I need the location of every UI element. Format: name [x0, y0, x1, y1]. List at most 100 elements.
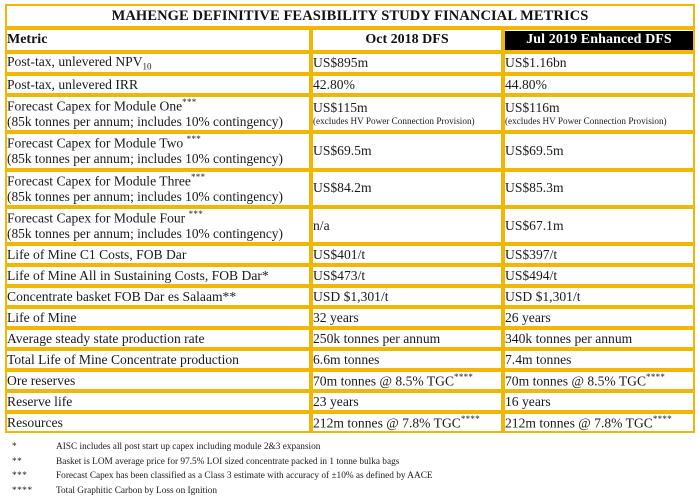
value-cell-jul-2019-enhanced-dfs: 70m tonnes @ 8.5% TGC****: [503, 370, 696, 392]
value-cell-oct-2018-dfs: US$473/t: [311, 265, 503, 286]
metric-cell: Forecast Capex for Module Four *** (85k t…: [5, 206, 311, 244]
value-note: (excludes HV Power Connection Provision): [313, 116, 475, 127]
metric-label: Total Life of Mine Concentrate productio…: [7, 351, 239, 367]
metric-cell: Reserve life: [5, 391, 311, 413]
metric-label: Post-tax, unlevered IRR: [7, 76, 139, 92]
value-text: 32 years: [313, 309, 359, 325]
footnote-text: Forecast Capex has been classified as a …: [56, 471, 433, 482]
footnote-row: **** Total Graphitic Carbon by Loss on Ig…: [12, 484, 695, 498]
value-text: 6.6m tonnes: [313, 351, 380, 367]
value-cell-jul-2019-enhanced-dfs: US$397/t: [503, 244, 696, 265]
metric-label: Forecast Capex for Module One: [7, 98, 183, 114]
value-cell-jul-2019-enhanced-dfs: 7.4m tonnes: [503, 349, 696, 370]
table-row: Life of Mine C1 Costs, FOB Dar US$401/t US…: [5, 244, 696, 265]
value-cell-oct-2018-dfs: 6.6m tonnes: [311, 349, 503, 370]
value-cell-oct-2018-dfs: 42.80%: [311, 74, 503, 96]
metric-cell: Life of Mine All in Sustaining Costs, FO…: [5, 265, 311, 286]
metric-label: Post-tax, unlevered NPV: [7, 54, 143, 69]
value-cell-oct-2018-dfs: US$115m (excludes HV Power Connection Pro…: [311, 95, 503, 133]
value-cell-oct-2018-dfs: US$895m: [311, 52, 503, 75]
footnote-row: *** Forecast Capex has been classified as…: [12, 469, 695, 483]
metric-label: Forecast Capex for Module Four: [7, 210, 189, 226]
column-header-oct-2018-dfs: Oct 2018 DFS: [311, 28, 503, 52]
footnote-text: Basket is LOM average price for 97.5% LO…: [56, 456, 400, 467]
table-row: Forecast Capex for Module Four *** (85k t…: [5, 206, 696, 244]
value-cell-oct-2018-dfs: US$69.5m: [311, 132, 503, 170]
value-cell-jul-2019-enhanced-dfs: US$69.5m: [503, 132, 696, 170]
value-cell-oct-2018-dfs: US$401/t: [311, 244, 503, 265]
value-cell-oct-2018-dfs: 212m tonnes @ 7.8% TGC****: [311, 412, 503, 434]
table-body: MAHENGE DEFINITIVE FEASIBILITY STUDY FIN…: [5, 4, 696, 52]
metric-cell: Average steady state production rate: [5, 328, 311, 349]
column-header-jul-2019-enhanced-dfs: Jul 2019 Enhanced DFS: [503, 28, 696, 52]
table-row: Concentrate basket FOB Dar es Salaam** US…: [5, 286, 696, 307]
metric-subscript: 10: [142, 61, 152, 72]
metric-cell: Ore reserves: [5, 370, 311, 392]
value-cell-jul-2019-enhanced-dfs: USD $1,301/t: [503, 286, 696, 307]
value-text: USD $1,301/t: [313, 288, 389, 304]
table-header-row: Metric Oct 2018 DFS Jul 2019 Enhanced DF…: [5, 28, 696, 52]
column-header-jul-label: Jul 2019 Enhanced DFS: [505, 30, 694, 50]
metric-footnote-mark: ***: [190, 171, 206, 182]
footnote-mark: *: [12, 442, 18, 453]
value-text: n/a: [313, 217, 330, 233]
metric-footnote-mark: ***: [188, 208, 203, 219]
metric-cell: Resources: [5, 412, 311, 434]
metric-sublabel: (85k tonnes per annum; includes 10% cont…: [7, 225, 283, 241]
value-text: 7.4m tonnes: [505, 351, 572, 367]
value-text: US$401/t: [313, 246, 366, 262]
value-text: US$1.16bn: [505, 55, 567, 71]
value-cell-jul-2019-enhanced-dfs: 340k tonnes per annum: [503, 328, 696, 349]
value-text: US$69.5m: [313, 143, 372, 159]
value-cell-oct-2018-dfs: 23 years: [311, 391, 503, 413]
table-row: Reserve life 23 years 16 years: [5, 391, 696, 413]
value-cell-oct-2018-dfs: US$84.2m: [311, 169, 503, 207]
metric-label: Life of Mine All in Sustaining Costs, FO…: [7, 267, 269, 283]
table-row: Ore reserves 70m tonnes @ 8.5% TGC**** 70m…: [5, 370, 696, 392]
value-text: USD $1,301/t: [505, 288, 581, 304]
value-text: US$473/t: [313, 267, 366, 283]
value-text: 70m tonnes @ 8.5% TGC: [505, 373, 647, 389]
footnote-mark: ****: [12, 485, 33, 496]
value-cell-oct-2018-dfs: USD $1,301/t: [311, 286, 503, 307]
value-text: 42.80%: [313, 76, 355, 92]
value-text: 16 years: [505, 393, 551, 409]
table-row: Forecast Capex for Module Three*** (85k t…: [5, 169, 696, 207]
footnotes: * AISC includes all post start up capex i…: [5, 440, 695, 498]
table-row: Post-tax, unlevered IRR 42.80% 44.80%: [5, 74, 696, 96]
value-cell-oct-2018-dfs: 32 years: [311, 307, 503, 328]
value-note: (excludes HV Power Connection Provision): [505, 116, 667, 127]
metric-sublabel: (85k tonnes per annum; includes 10% cont…: [7, 188, 283, 204]
metric-footnote-mark: ***: [186, 134, 202, 145]
metric-label: Forecast Capex for Module Three: [7, 173, 191, 189]
table-rows-host: Post-tax, unlevered NPV10 US$895m US$1.16b…: [5, 52, 696, 434]
metric-cell: Forecast Capex for Module Two *** (85k to…: [5, 132, 311, 170]
value-text: US$69.5m: [505, 143, 564, 159]
value-cell-jul-2019-enhanced-dfs: 212m tonnes @ 7.8% TGC****: [503, 412, 696, 434]
metric-label: Forecast Capex for Module Two: [7, 135, 187, 151]
financial-metrics-table: MAHENGE DEFINITIVE FEASIBILITY STUDY FIN…: [5, 4, 696, 434]
metric-cell: Life of Mine: [5, 307, 311, 328]
table-row: Life of Mine 32 years 26 years: [5, 307, 696, 328]
value-cell-jul-2019-enhanced-dfs: US$85.3m: [503, 169, 696, 207]
column-header-metric: Metric: [5, 28, 311, 52]
footnote-row: * AISC includes all post start up capex i…: [12, 440, 695, 454]
value-cell-oct-2018-dfs: 70m tonnes @ 8.5% TGC****: [311, 370, 503, 392]
footnote-mark: **: [12, 456, 23, 467]
metric-cell: Concentrate basket FOB Dar es Salaam**: [5, 286, 311, 307]
footnote-row: ** Basket is LOM average price for 97.5% …: [12, 455, 695, 469]
value-cell-oct-2018-dfs: n/a: [311, 206, 503, 244]
value-text: US$85.3m: [505, 180, 564, 196]
metric-label: Concentrate basket FOB Dar es Salaam**: [7, 288, 237, 304]
value-cell-jul-2019-enhanced-dfs: US$116m (excludes HV Power Connection Pro…: [503, 95, 696, 133]
value-cell-jul-2019-enhanced-dfs: 44.80%: [503, 74, 696, 96]
value-text: 250k tonnes per annum: [313, 330, 441, 346]
value-text: US$494/t: [505, 267, 558, 283]
value-cell-oct-2018-dfs: 250k tonnes per annum: [311, 328, 503, 349]
table-row: Post-tax, unlevered NPV10 US$895m US$1.16b…: [5, 52, 696, 75]
value-text: US$84.2m: [313, 180, 372, 196]
metric-label: Ore reserves: [7, 372, 76, 388]
value-cell-jul-2019-enhanced-dfs: 26 years: [503, 307, 696, 328]
value-text: US$115m: [313, 99, 368, 115]
value-text: 44.80%: [505, 76, 547, 92]
